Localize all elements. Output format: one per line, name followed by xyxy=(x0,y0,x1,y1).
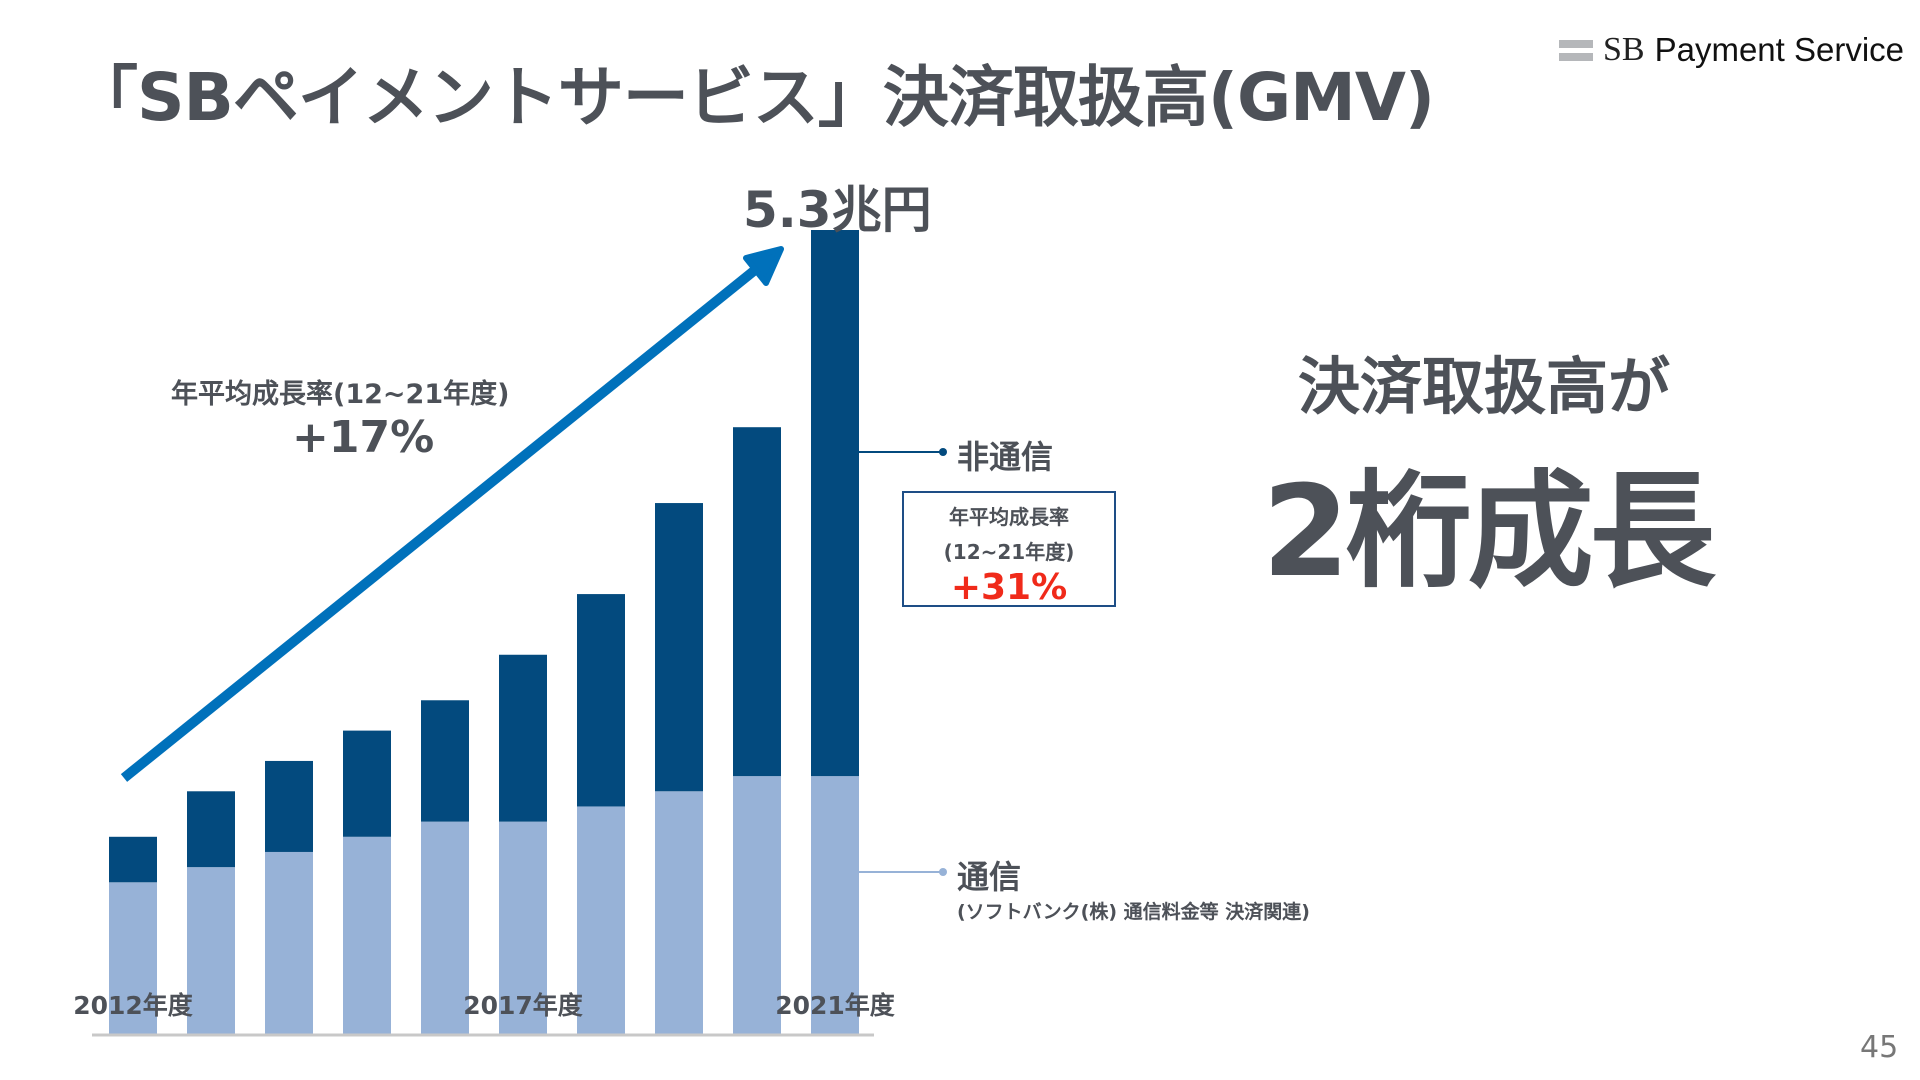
cagr-box-period: (12~21年度) xyxy=(943,540,1075,564)
legend-dot-telecom xyxy=(939,868,947,876)
bar-telecom-2012年度 xyxy=(109,882,157,1034)
total-label: 5.3兆円 xyxy=(743,181,932,239)
cagr-box-label: 年平均成長率 xyxy=(949,505,1069,529)
bar-non-telecom-2018年度 xyxy=(577,594,625,807)
bar-non-telecom-2019年度 xyxy=(655,503,703,792)
bar-telecom-2021年度 xyxy=(811,776,859,1034)
page-number: 45 xyxy=(1860,1030,1899,1065)
bar-telecom-2019年度 xyxy=(655,791,703,1034)
x-tick-label: 2021年度 xyxy=(775,991,895,1020)
bar-telecom-2014年度 xyxy=(265,851,313,1034)
bar-non-telecom-2015年度 xyxy=(343,730,391,837)
legend-telecom: 通信 xyxy=(957,858,1022,896)
x-tick-label: 2012年度 xyxy=(73,991,193,1020)
bar-telecom-2020年度 xyxy=(733,776,781,1034)
bar-non-telecom-2013年度 xyxy=(187,791,235,868)
logo-sb: SB xyxy=(1603,31,1645,68)
headline-line2: 2桁成長 xyxy=(1262,458,1716,605)
bar-telecom-2016年度 xyxy=(421,821,469,1034)
legend-non-telecom: 非通信 xyxy=(957,438,1054,476)
overall-cagr-value: +17% xyxy=(292,412,435,463)
non-telecom-cagr-box: 年平均成長率 (12~21年度) +31% xyxy=(902,491,1116,608)
bar-telecom-2013年度 xyxy=(187,867,235,1034)
bar-telecom-2018年度 xyxy=(577,806,625,1034)
x-tick-label: 2017年度 xyxy=(463,991,583,1020)
company-logo: SB Payment Service xyxy=(1559,31,1905,68)
cagr-box-value: +31% xyxy=(950,567,1068,608)
bar-non-telecom-2021年度 xyxy=(811,230,859,777)
bar-non-telecom-2020年度 xyxy=(733,427,781,777)
logo-mark-icon xyxy=(1559,39,1593,61)
bar-non-telecom-2012年度 xyxy=(109,836,157,883)
headline-line1: 決済取扱高が xyxy=(1298,350,1671,423)
bar-non-telecom-2017年度 xyxy=(499,654,547,822)
bar-telecom-2017年度 xyxy=(499,821,547,1034)
bar-non-telecom-2014年度 xyxy=(265,760,313,852)
growth-arrow xyxy=(120,246,784,782)
overall-cagr-label: 年平均成長率(12~21年度) xyxy=(171,379,510,410)
legend-telecom-note: (ソフトバンク(株) 通信料金等 決済関連) xyxy=(957,901,1310,923)
legend-dot-non-telecom xyxy=(939,448,947,456)
logo-name: Payment Service xyxy=(1654,31,1905,68)
page-title: 「SBペイメントサービス」決済取扱高(GMV) xyxy=(72,59,1435,136)
bar-telecom-2015年度 xyxy=(343,836,391,1034)
bar-non-telecom-2016年度 xyxy=(421,700,469,822)
